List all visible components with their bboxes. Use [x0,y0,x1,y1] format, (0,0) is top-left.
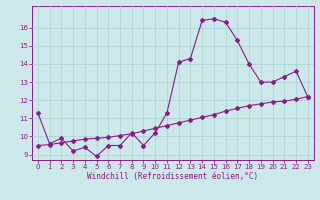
X-axis label: Windchill (Refroidissement éolien,°C): Windchill (Refroidissement éolien,°C) [87,172,258,181]
